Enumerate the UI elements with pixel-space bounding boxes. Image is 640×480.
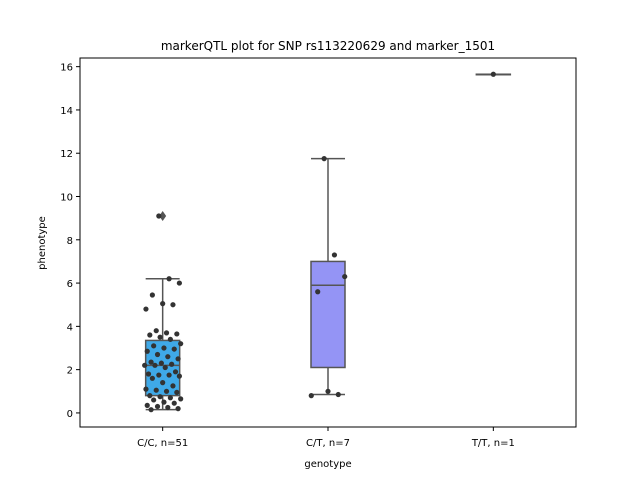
data-point — [490, 71, 496, 77]
data-point — [152, 362, 158, 368]
y-axis-label: phenotype — [37, 216, 48, 270]
data-point — [335, 391, 341, 398]
data-point — [143, 306, 149, 312]
y-axis: 0 2 4 6 8 10 12 14 16 — [60, 63, 80, 420]
y-tick-label: 10 — [60, 193, 73, 204]
y-tick-label: 8 — [67, 236, 73, 247]
data-point — [153, 387, 159, 393]
data-point — [157, 394, 163, 400]
data-point — [166, 372, 172, 378]
data-point — [171, 400, 177, 406]
data-point — [160, 380, 166, 386]
data-point — [147, 393, 153, 399]
plot-area — [142, 71, 512, 413]
data-point — [158, 360, 164, 366]
data-point — [172, 369, 179, 375]
data-point — [165, 404, 171, 411]
data-point — [149, 292, 155, 298]
data-point — [176, 373, 182, 379]
x-tick-label: C/C, n=51 — [137, 438, 188, 449]
data-point — [167, 336, 173, 342]
data-point — [165, 354, 171, 360]
chart-title: markerQTL plot for SNP rs113220629 and m… — [161, 39, 495, 53]
x-axis: C/C, n=51 C/T, n=7 T/T, n=1 — [137, 427, 515, 449]
data-point — [169, 361, 175, 367]
outlier-marker — [159, 210, 167, 221]
data-point — [148, 407, 154, 413]
data-point — [167, 395, 173, 401]
data-point — [161, 345, 167, 351]
data-point — [157, 334, 163, 340]
data-point — [175, 406, 181, 412]
y-tick-label: 2 — [67, 366, 73, 377]
data-point — [321, 156, 327, 162]
data-point — [178, 341, 184, 347]
data-point — [143, 386, 149, 392]
box — [310, 260, 346, 369]
data-point — [151, 343, 157, 349]
data-point — [163, 330, 170, 336]
data-point — [156, 213, 162, 219]
data-point — [160, 301, 166, 307]
data-point — [171, 346, 177, 352]
data-point — [331, 252, 338, 258]
x-axis-label: genotype — [304, 459, 351, 470]
data-point — [153, 328, 159, 334]
data-point — [315, 289, 321, 295]
data-point — [174, 389, 180, 395]
y-tick-label: 12 — [60, 149, 73, 160]
data-point — [148, 359, 154, 365]
data-point — [174, 331, 180, 337]
data-point — [147, 332, 153, 338]
y-tick-label: 16 — [60, 63, 73, 74]
data-point — [149, 375, 155, 381]
data-point — [142, 362, 148, 368]
data-point — [154, 351, 161, 358]
data-point — [178, 396, 184, 402]
data-point — [342, 273, 348, 280]
data-point — [145, 371, 152, 377]
y-tick-label: 6 — [67, 279, 73, 290]
data-point — [170, 383, 176, 389]
data-point — [144, 402, 150, 408]
y-tick-label: 14 — [60, 106, 73, 117]
data-point — [163, 388, 170, 394]
box-group-c-c — [142, 210, 184, 413]
data-point — [175, 356, 181, 362]
box-group-c-t — [308, 156, 348, 399]
data-point — [154, 403, 161, 410]
y-tick-label: 4 — [67, 322, 73, 333]
data-point — [162, 364, 168, 371]
y-tick-label: 0 — [67, 409, 73, 420]
data-point — [161, 399, 167, 405]
data-point — [166, 276, 172, 282]
data-point — [308, 393, 314, 399]
data-point — [151, 397, 157, 403]
data-point — [170, 302, 176, 308]
box-group-t-t — [475, 71, 512, 77]
data-point — [176, 280, 182, 286]
data-point — [156, 372, 162, 378]
x-tick-label: C/T, n=7 — [306, 438, 350, 449]
data-point — [325, 388, 331, 394]
data-point — [144, 348, 150, 354]
x-tick-label: T/T, n=1 — [471, 438, 515, 449]
